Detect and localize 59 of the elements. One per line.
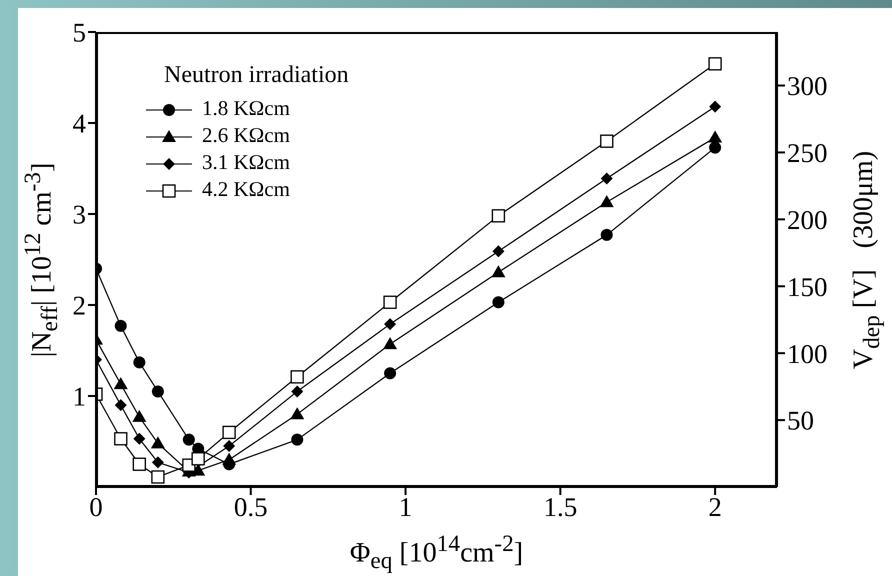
point: [222, 426, 236, 440]
point: [192, 452, 205, 466]
y-tick-label: 1: [72, 382, 86, 412]
point: [600, 134, 614, 148]
point: [152, 385, 164, 398]
point: [222, 452, 236, 465]
y2-tick-label: 150: [787, 272, 828, 302]
x-tick-label: 1.5: [543, 492, 578, 522]
point: [709, 100, 722, 113]
x-axis-title: Φ$_{eq}$ [10$^{14}$cm$^{-2}$]: [348, 531, 524, 575]
y2-tick-label: 50: [787, 406, 814, 436]
legend-label: 1.8 KΩcm: [202, 96, 290, 120]
point: [290, 370, 304, 384]
point: [132, 410, 146, 422]
point: [384, 318, 396, 330]
point: [383, 337, 398, 350]
point: [491, 265, 506, 278]
point: [114, 320, 127, 332]
point: [291, 434, 304, 446]
y2-tick-label: 100: [787, 338, 828, 369]
point: [114, 399, 127, 412]
point: [133, 356, 146, 368]
point: [150, 436, 165, 448]
point: [600, 195, 614, 208]
point: [600, 228, 613, 241]
legend-title: Neutron irradiation: [164, 62, 349, 89]
point: [132, 458, 146, 471]
legend-label: 2.6 KΩcm: [202, 123, 290, 147]
y-tick-label: 4: [72, 108, 86, 139]
x-tick-label: 0.5: [234, 492, 268, 522]
y2-tick-label: 300: [787, 71, 828, 102]
y-tick-label: 3: [72, 200, 86, 230]
point: [708, 57, 722, 70]
point: [152, 456, 164, 468]
point: [182, 434, 195, 446]
point: [708, 130, 722, 143]
point: [492, 209, 506, 222]
point: [291, 385, 304, 398]
y2-tick-label: 200: [787, 204, 828, 235]
y-tick-label: 2: [72, 290, 86, 321]
point: [151, 470, 165, 484]
y2-tick-label: 250: [787, 138, 828, 168]
point: [384, 367, 396, 380]
legend-label: 3.1 KΩcm: [202, 150, 290, 174]
point: [223, 440, 236, 452]
point: [492, 296, 504, 308]
x-tick-label: 0: [89, 492, 103, 522]
point: [383, 296, 397, 309]
legend-label: 4.2 KΩcm: [202, 177, 290, 201]
point: [133, 432, 146, 445]
point: [114, 432, 128, 446]
point: [114, 377, 128, 390]
y-tick-label: 5: [72, 18, 86, 48]
x-tick-label: 2: [708, 492, 722, 522]
point: [290, 407, 304, 420]
point: [492, 245, 504, 258]
point: [709, 142, 722, 154]
x-tick-label: 1: [398, 492, 412, 522]
point: [600, 172, 613, 185]
